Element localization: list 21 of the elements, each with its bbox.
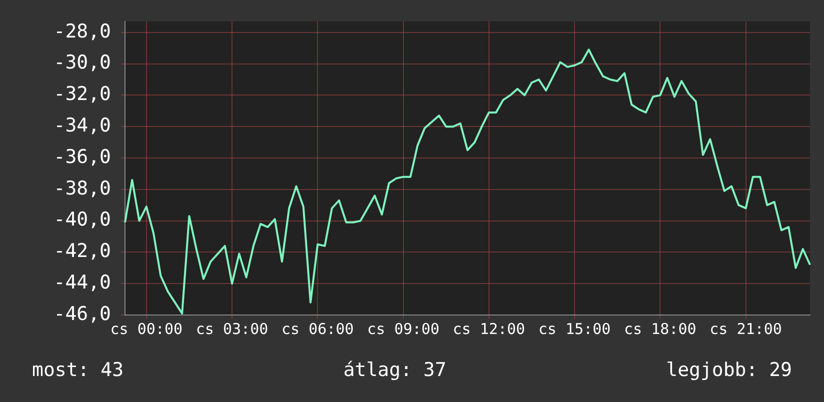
y-tick-label: -38,0 <box>54 177 111 200</box>
y-tick-label: -40,0 <box>54 208 111 231</box>
text: most: 43 <box>32 359 124 381</box>
y-tick-label: -30,0 <box>54 52 111 74</box>
x-tick-label: cs 06:00 <box>282 320 354 338</box>
x-tick-label: cs 00:00 <box>110 320 183 338</box>
y-tick-label: -44,0 <box>54 272 111 294</box>
y-tick-label: -34,0 <box>54 114 111 137</box>
x-tick-label: cs 09:00 <box>367 320 440 338</box>
y-tick-label: -32,0 <box>54 83 111 106</box>
y-tick-label: -46,0 <box>54 302 111 325</box>
x-tick-label: cs 21:00 <box>710 320 782 338</box>
x-tick-label: cs 18:00 <box>624 320 696 338</box>
text: legjobb: 29 <box>666 359 792 381</box>
x-tick-label: cs 15:00 <box>538 320 611 338</box>
y-tick-label: -42,0 <box>54 240 111 262</box>
x-tick-label: cs 12:00 <box>452 320 526 338</box>
y-tick-label: -28,0 <box>54 20 111 42</box>
text: átlag: 37 <box>343 359 446 381</box>
x-tick-label: cs 03:00 <box>196 320 268 338</box>
y-tick-label: -36,0 <box>54 146 111 168</box>
